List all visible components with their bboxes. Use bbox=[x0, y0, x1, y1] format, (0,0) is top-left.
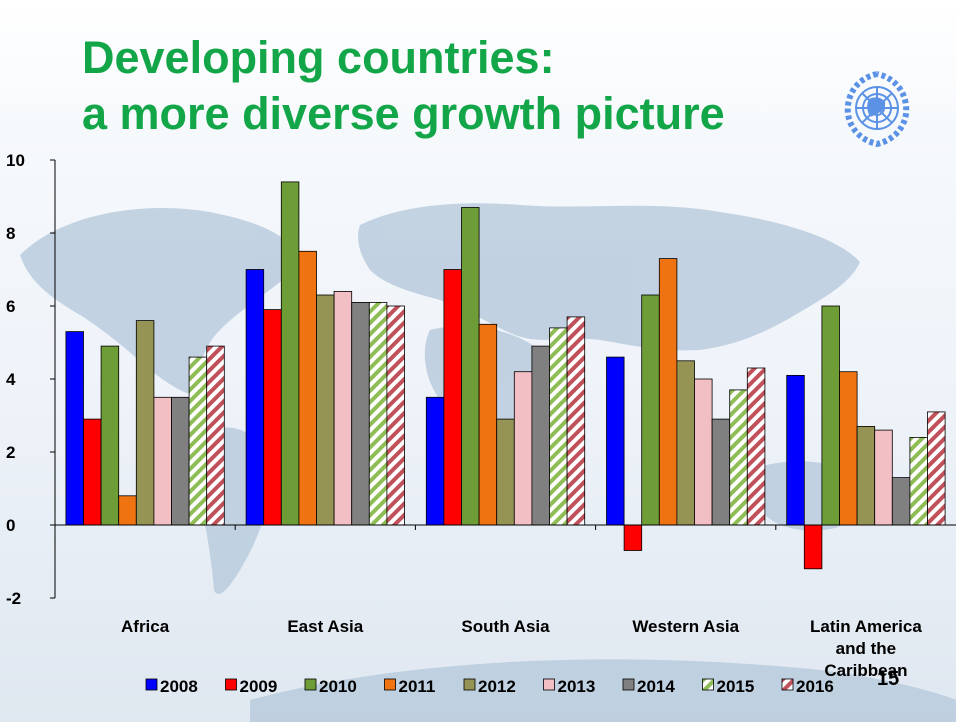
slide-title: Developing countries: a more diverse gro… bbox=[82, 30, 725, 142]
bar-2014 bbox=[351, 301, 370, 526]
legend-label-2010: 2010 bbox=[319, 677, 357, 696]
bar-2012 bbox=[856, 425, 876, 526]
legend-swatch-2012 bbox=[463, 678, 476, 691]
bar-2015 bbox=[549, 327, 568, 526]
y-tick-label: -2 bbox=[6, 589, 21, 608]
bar-2009 bbox=[623, 524, 643, 551]
bar-2010 bbox=[461, 207, 480, 526]
legend-swatch-2013 bbox=[543, 678, 555, 691]
y-tick-label: 0 bbox=[6, 516, 15, 535]
legend-label-2011: 2011 bbox=[399, 677, 436, 696]
bar-2010 bbox=[100, 345, 120, 526]
bars bbox=[65, 181, 946, 570]
bar-2010 bbox=[280, 181, 300, 526]
bar-2008 bbox=[65, 331, 84, 526]
bar-2015 bbox=[188, 356, 208, 526]
zero-baseline bbox=[55, 524, 956, 530]
legend-label-2012: 2012 bbox=[478, 677, 516, 696]
legend-swatch-2011 bbox=[384, 678, 396, 691]
bar-2016 bbox=[566, 316, 586, 526]
legend-swatch-2008 bbox=[145, 678, 158, 691]
legend-swatch-2010 bbox=[304, 678, 317, 691]
y-tick-label: 8 bbox=[6, 224, 15, 243]
bar-2016 bbox=[746, 367, 766, 526]
category-label: Latin America and the Caribbean bbox=[810, 617, 922, 680]
y-axis: -2 0 2 4 6 8 10 bbox=[6, 151, 56, 608]
bar-2011 bbox=[478, 323, 498, 526]
bar-2011 bbox=[118, 495, 137, 526]
category-label: Western Asia bbox=[632, 617, 739, 636]
y-tick-label: 4 bbox=[6, 370, 16, 389]
category-label: South Asia bbox=[461, 617, 550, 636]
title-line-1: Developing countries: bbox=[82, 32, 555, 83]
bar-2009 bbox=[803, 524, 823, 570]
y-tick-label: 6 bbox=[6, 297, 15, 316]
bar-2016 bbox=[386, 305, 405, 526]
bar-2013 bbox=[153, 396, 172, 526]
legend-label-2014: 2014 bbox=[637, 677, 675, 696]
bar-2011 bbox=[658, 258, 678, 526]
legend: 2008 2009 2010 2011 2012 2013 2014 2015 2016 bbox=[145, 677, 834, 696]
legend-label-2015: 2015 bbox=[717, 677, 755, 696]
bar-2015 bbox=[368, 301, 388, 526]
bar-2008 bbox=[425, 396, 445, 526]
page-number: 15 bbox=[877, 668, 900, 690]
bar-2016 bbox=[927, 411, 946, 526]
category-label: East Asia bbox=[287, 617, 363, 636]
bar-2012 bbox=[496, 418, 515, 526]
category-labels: Africa East Asia South Asia Western Asia Lat… bbox=[121, 617, 922, 680]
bar-2012 bbox=[316, 294, 335, 526]
bar-2013 bbox=[874, 429, 893, 526]
bar-2010 bbox=[821, 305, 840, 526]
y-tick-label: 2 bbox=[6, 443, 15, 462]
y-tick-label: 10 bbox=[6, 151, 25, 170]
bar-2015 bbox=[909, 436, 928, 526]
bar-2013 bbox=[694, 378, 713, 526]
bar-2013 bbox=[513, 371, 533, 526]
legend-label-2008: 2008 bbox=[160, 677, 198, 696]
bar-2015 bbox=[729, 389, 748, 526]
bar-2009 bbox=[263, 309, 282, 526]
bar-2009 bbox=[443, 269, 462, 526]
bar-2008 bbox=[786, 374, 805, 526]
legend-swatch-2014 bbox=[622, 678, 635, 691]
legend-swatch-2009 bbox=[225, 678, 237, 691]
bar-2014 bbox=[171, 396, 190, 526]
un-emblem-icon bbox=[844, 71, 910, 148]
bar-2014 bbox=[711, 418, 731, 526]
bar-2012 bbox=[135, 320, 155, 526]
bar-2010 bbox=[641, 294, 660, 526]
bar-2012 bbox=[676, 360, 695, 526]
legend-swatch-2015 bbox=[702, 678, 714, 691]
bar-2008 bbox=[606, 356, 625, 526]
bar-2011 bbox=[298, 250, 317, 526]
bar-2013 bbox=[333, 290, 353, 526]
legend-swatch-2016 bbox=[781, 678, 794, 691]
title-line-2: a more diverse growth picture bbox=[82, 88, 725, 139]
bar-2009 bbox=[83, 418, 102, 526]
bar-2014 bbox=[531, 345, 550, 526]
legend-label-2013: 2013 bbox=[558, 677, 596, 696]
legend-label-2009: 2009 bbox=[240, 677, 278, 696]
bar-2011 bbox=[839, 371, 858, 526]
category-label: Africa bbox=[121, 617, 170, 636]
bar-2008 bbox=[245, 269, 265, 526]
bar-2016 bbox=[206, 345, 225, 526]
legend-label-2016: 2016 bbox=[796, 677, 834, 696]
bar-2014 bbox=[891, 477, 911, 526]
